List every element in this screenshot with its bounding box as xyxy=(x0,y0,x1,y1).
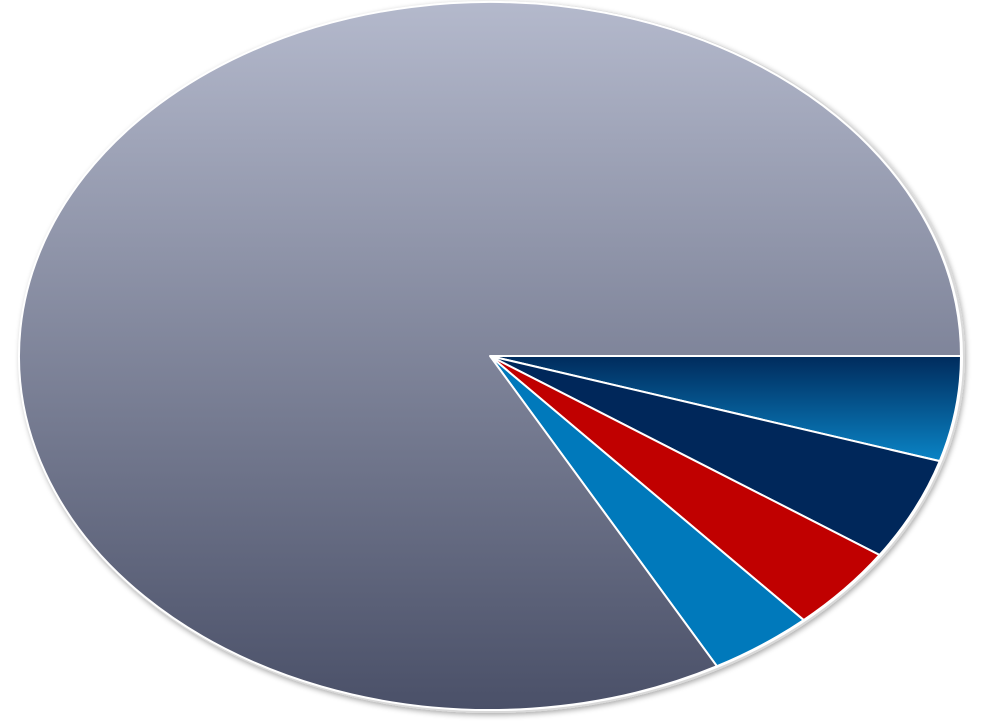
pie-slice-5 xyxy=(18,0,962,711)
slices-group xyxy=(18,0,962,711)
